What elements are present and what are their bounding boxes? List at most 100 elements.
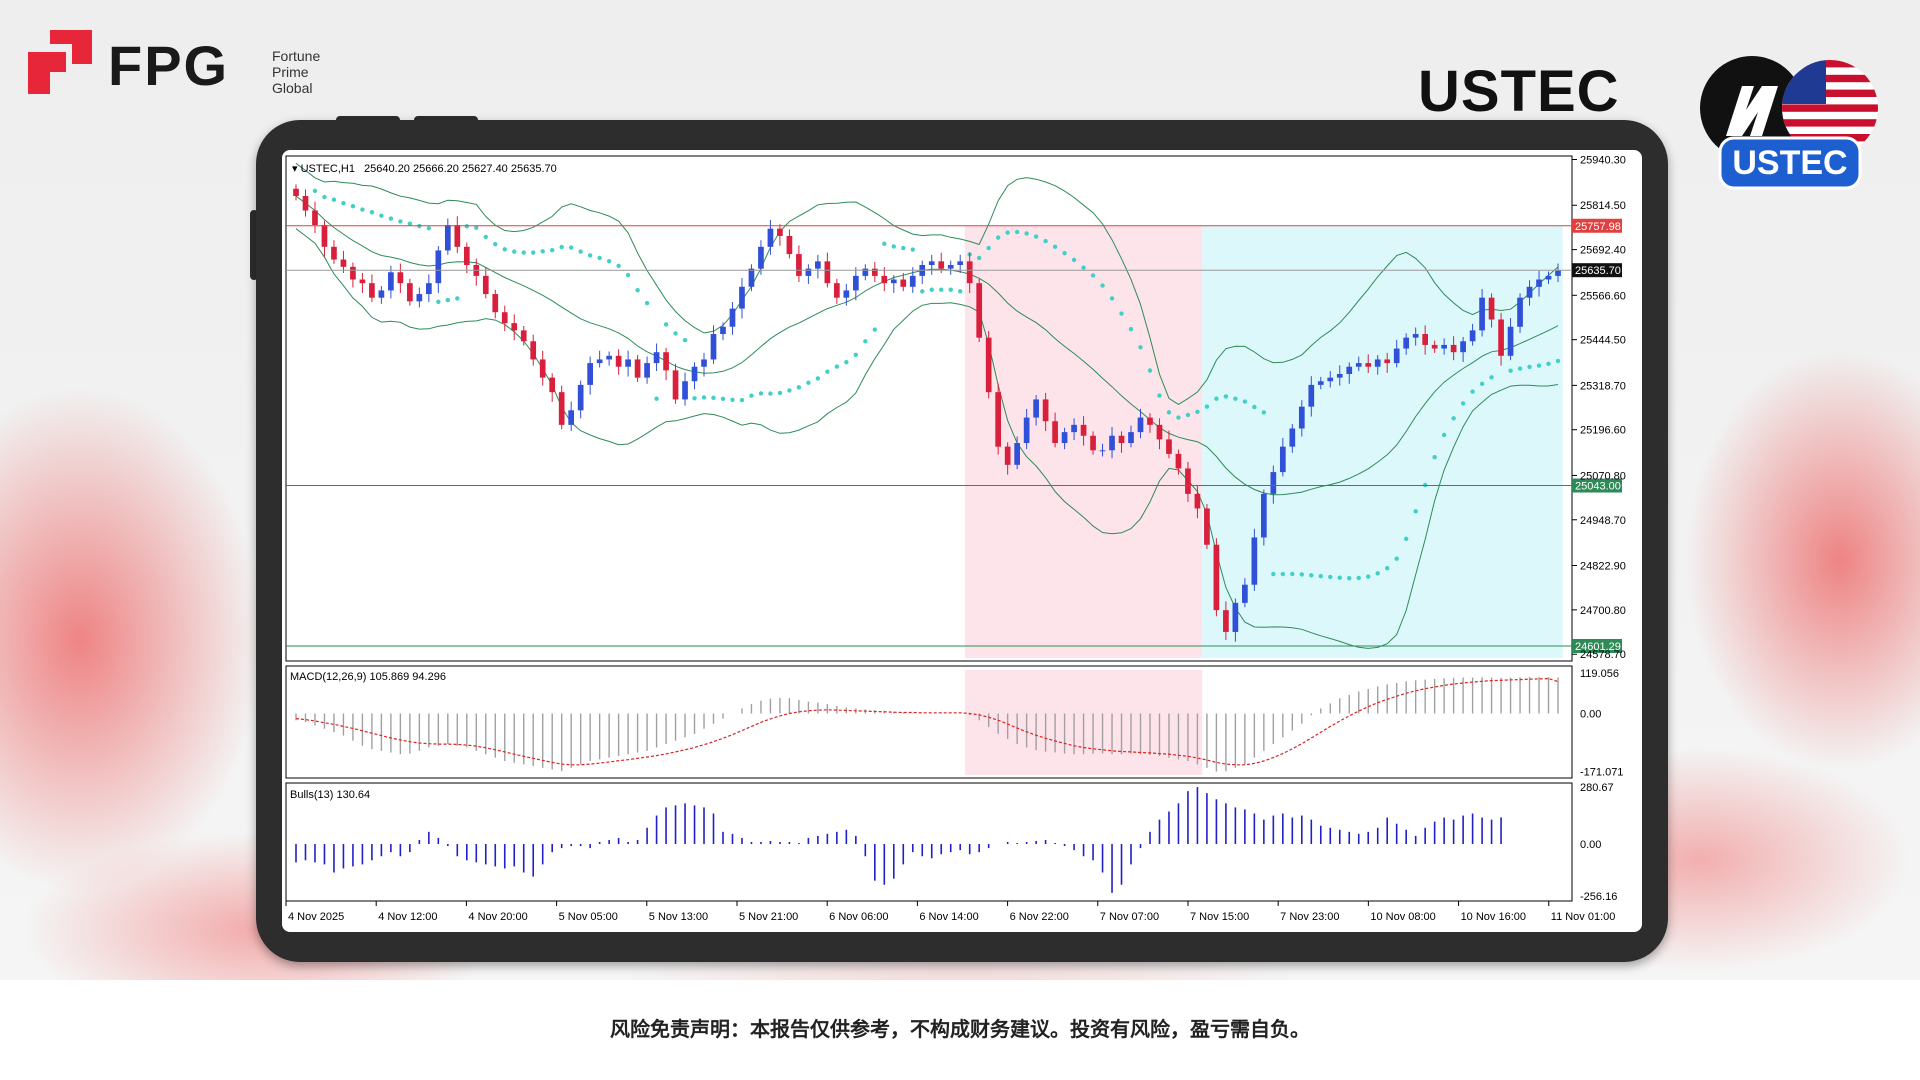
- time-tick-label: 4 Nov 20:00: [468, 911, 527, 923]
- price-tick-label: 24578.70: [1580, 649, 1626, 661]
- candle-body: [966, 261, 973, 284]
- time-tick-label: 4 Nov 12:00: [378, 911, 437, 923]
- candle-body: [1479, 297, 1485, 331]
- sar-dot: [1242, 399, 1248, 404]
- candle-body: [577, 384, 584, 411]
- sar-dot: [1347, 575, 1352, 581]
- price-tick-label: 25566.60: [1580, 290, 1626, 302]
- candle-body: [1242, 584, 1248, 603]
- sar-dot: [758, 391, 764, 396]
- candle-body: [1517, 297, 1523, 327]
- candle-body: [824, 261, 831, 284]
- candle-body: [890, 279, 897, 284]
- price-tick-label: 24948.70: [1580, 515, 1626, 527]
- sar-dot: [1119, 311, 1124, 316]
- candle-body: [539, 359, 546, 378]
- sar-dot: [1517, 366, 1523, 371]
- sar-dot: [929, 287, 934, 292]
- candle-body: [1175, 453, 1182, 469]
- candle-body: [909, 275, 916, 287]
- sar-dot: [1033, 234, 1039, 239]
- sar-dot: [1536, 363, 1542, 368]
- sar-dot: [1166, 410, 1172, 415]
- price-tick-label: 25444.50: [1580, 335, 1626, 347]
- sar-dot: [692, 396, 697, 401]
- candle-body: [331, 246, 337, 260]
- candle-body: [1204, 508, 1210, 545]
- candle-body: [796, 254, 802, 276]
- candle-body: [1365, 363, 1372, 367]
- candle-body: [928, 261, 935, 265]
- candle-body: [378, 290, 385, 298]
- symbol-title: USTEC: [1418, 59, 1620, 124]
- candle-body: [815, 261, 821, 269]
- sar-dot: [1014, 229, 1020, 235]
- macd-tick-label: -171.071: [1580, 767, 1623, 779]
- time-tick-label: 7 Nov 15:00: [1190, 911, 1249, 923]
- candle-body: [1023, 417, 1030, 444]
- candle-body: [511, 323, 518, 331]
- sar-dot: [559, 244, 564, 250]
- candle-body: [1412, 334, 1419, 338]
- price-tick-label: 25940.30: [1580, 155, 1626, 167]
- candle-body: [786, 235, 793, 255]
- candle-body: [463, 246, 470, 265]
- sar-dot: [322, 194, 327, 200]
- sar-dot: [531, 250, 536, 255]
- price-level-tag: [1572, 638, 1622, 653]
- sar-dot: [1233, 396, 1238, 401]
- price-tick-label: 25692.40: [1580, 245, 1626, 257]
- sar-dot: [350, 204, 356, 209]
- sar-dot: [388, 216, 394, 221]
- sar-dot: [1394, 556, 1399, 561]
- sar-dot: [474, 225, 479, 230]
- sar-dot: [920, 289, 925, 294]
- candle-body: [720, 326, 726, 335]
- sar-dot: [493, 241, 498, 247]
- sar-dot: [749, 393, 754, 398]
- sar-dot: [1309, 573, 1314, 578]
- sar-dot: [1280, 571, 1286, 577]
- candle-body: [682, 381, 688, 400]
- candle-body: [748, 268, 755, 287]
- candle-body: [634, 359, 641, 378]
- sar-dot: [1290, 571, 1295, 577]
- sar-dot: [863, 339, 868, 344]
- risk-disclaimer: 风险免责声明：本报告仅供参考，不构成财务建议。投资有风险，盈亏需自负。: [610, 1017, 1310, 1041]
- sar-dot: [1403, 536, 1409, 541]
- candle-body: [1071, 424, 1077, 433]
- sar-dot: [1005, 230, 1010, 235]
- time-tick-label: 7 Nov 23:00: [1280, 911, 1339, 923]
- badge-label: USTEC: [1732, 144, 1847, 182]
- sar-dot: [502, 247, 507, 252]
- sar-dot: [1375, 571, 1380, 576]
- candle-body: [568, 410, 575, 425]
- candle-body: [1156, 424, 1163, 440]
- sar-dot: [739, 397, 745, 403]
- sar-dot: [976, 255, 982, 261]
- candle-body: [625, 359, 631, 367]
- candle-body: [425, 283, 432, 295]
- sar-dot: [483, 234, 488, 240]
- candle-body: [587, 363, 593, 385]
- candle-body: [852, 275, 859, 291]
- candle-body: [1033, 399, 1039, 418]
- sar-dot: [787, 388, 792, 393]
- sar-dot: [1337, 575, 1342, 580]
- sar-dot: [730, 397, 735, 402]
- sar-dot: [1527, 364, 1532, 370]
- sar-dot: [806, 380, 811, 385]
- candle-body: [1336, 373, 1343, 378]
- bulls-label: Bulls(13) 130.64: [290, 789, 370, 801]
- sar-dot: [644, 300, 650, 306]
- sar-dot: [1081, 265, 1086, 270]
- candle-body: [1317, 381, 1324, 385]
- candle-body: [710, 334, 717, 360]
- candle-body: [653, 352, 660, 364]
- sar-dot: [625, 272, 631, 278]
- bollinger-lower-line: [295, 228, 1559, 649]
- sar-dot: [445, 297, 451, 303]
- price-level-label: 25043.00: [1575, 481, 1621, 493]
- candle-body: [388, 272, 394, 291]
- candle-body: [957, 261, 964, 265]
